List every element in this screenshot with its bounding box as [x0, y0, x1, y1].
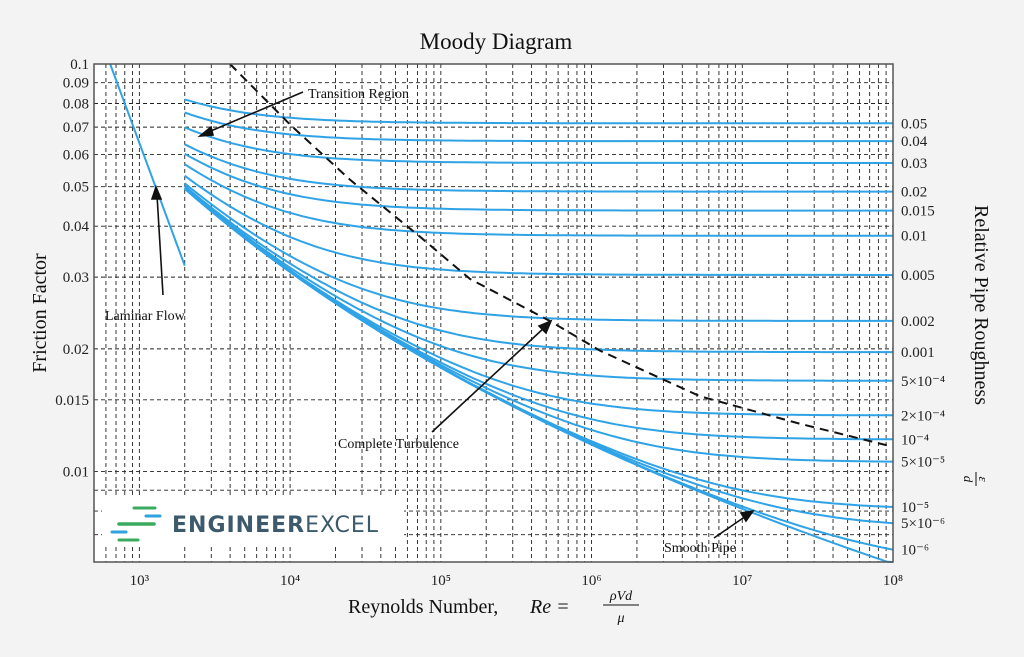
roughness-label: 0.04 [901, 134, 928, 150]
roughness-curve [184, 98, 893, 125]
laminar-flow-line [109, 63, 186, 267]
x-axis-formula-lhs: Re = [529, 596, 570, 618]
x-tick-label: 10⁷ [732, 573, 752, 589]
y-axis-label: Friction Factor [29, 253, 51, 373]
y2-axis-label-text: Relative Pipe Roughness [970, 205, 992, 405]
y-tick-label: 0.01 [63, 465, 89, 481]
annotation-turbulence: Complete Turbulence [338, 437, 459, 452]
y-tick-label: 0.1 [70, 57, 89, 73]
x-axis-label: Reynolds Number, Re = ρVd μ [348, 589, 639, 626]
plot-frame [93, 63, 894, 563]
y-tick-label: 0.06 [63, 147, 90, 163]
y-tick-label: 0.015 [55, 393, 89, 409]
roughness-curve [184, 185, 893, 354]
roughness-label: 0.02 [901, 185, 927, 201]
engineerexcel-logo: ENGINEEREXCEL [102, 497, 404, 547]
roughness-curve [184, 143, 893, 193]
roughness-curve [184, 152, 893, 212]
roughness-curve [184, 187, 894, 563]
roughness-label: 0.005 [901, 268, 935, 284]
y2-axis-label: Relative Pipe Roughness ε d [961, 205, 992, 486]
x-tick-label: 10⁶ [581, 573, 601, 589]
y2-axis-symbol-denominator: d [961, 476, 976, 483]
roughness-curve [184, 126, 893, 164]
roughness-label: 10⁻⁵ [901, 500, 929, 516]
tick-labels: 10³ 10⁴ 10⁵ 10⁶ 10⁷ 10⁸ 0.1 0.09 0.08 0.07 0.06 0.0… [55, 57, 903, 589]
y-tick-label: 0.09 [63, 76, 89, 92]
roughness-label: 10⁻⁴ [901, 432, 929, 448]
roughness-label: 0.001 [901, 345, 935, 361]
roughness-curve [184, 186, 893, 382]
roughness-labels: 0.05 0.04 0.03 0.02 0.015 0.01 0.005 0.002 0.001… [901, 116, 945, 558]
logo-text-bold: ENGINEER [172, 513, 305, 538]
y-tick-label: 0.07 [63, 120, 90, 136]
roughness-label: 0.01 [901, 229, 927, 245]
laminar-arrow [156, 194, 164, 296]
plot-area [94, 64, 893, 562]
y-tick-label: 0.04 [63, 219, 90, 235]
x-axis-formula-numerator: ρVd [609, 589, 633, 604]
roughness-label: 0.015 [901, 204, 935, 220]
x-tick-label: 10³ [130, 573, 150, 589]
x-axis-formula-denominator: μ [616, 611, 624, 626]
smooth-arrow [713, 515, 747, 539]
y2-axis-symbol-numerator: ε [976, 476, 991, 482]
transition-arrowhead [197, 125, 215, 137]
x-tick-label: 10⁸ [883, 573, 903, 589]
x-axis-label-text: Reynolds Number, [348, 596, 498, 618]
annotations [150, 91, 755, 539]
roughness-curve [184, 182, 893, 322]
y-tick-label: 0.03 [63, 270, 89, 286]
annotation-laminar: Laminar Flow [105, 309, 186, 324]
logo-text-light: EXCEL [305, 513, 379, 538]
curves [109, 63, 894, 563]
roughness-label: 0.03 [901, 156, 927, 172]
chart-title: Moody Diagram [420, 29, 573, 54]
roughness-label: 10⁻⁶ [901, 543, 929, 559]
roughness-label: 0.002 [901, 314, 935, 330]
roughness-curve [184, 111, 893, 143]
roughness-label: 2×10⁻⁴ [901, 408, 945, 424]
svg-text:ENGINEEREXCEL: ENGINEEREXCEL [172, 513, 379, 538]
smooth-arrowhead [739, 509, 755, 523]
roughness-label: 5×10⁻⁵ [901, 455, 945, 471]
transition-arrow [205, 91, 304, 134]
turbulence-arrowhead [537, 319, 553, 335]
x-tick-label: 10⁵ [431, 573, 451, 589]
y-tick-label: 0.05 [63, 180, 89, 196]
x-tick-label: 10⁴ [280, 573, 300, 589]
turbulence-arrow [431, 326, 546, 433]
annotation-smooth: Smooth Pipe [664, 541, 736, 556]
annotation-transition: Transition Region [308, 87, 409, 102]
grid [93, 64, 893, 562]
y-tick-label: 0.02 [63, 342, 89, 358]
roughness-curve [184, 174, 893, 276]
roughness-curve [184, 163, 893, 237]
roughness-label: 5×10⁻⁶ [901, 516, 945, 532]
y-tick-label: 0.08 [63, 96, 89, 112]
roughness-label: 0.05 [901, 116, 927, 132]
roughness-label: 5×10⁻⁴ [901, 374, 945, 390]
complete-turbulence-boundary [229, 63, 894, 448]
laminar-arrowhead [150, 184, 163, 200]
